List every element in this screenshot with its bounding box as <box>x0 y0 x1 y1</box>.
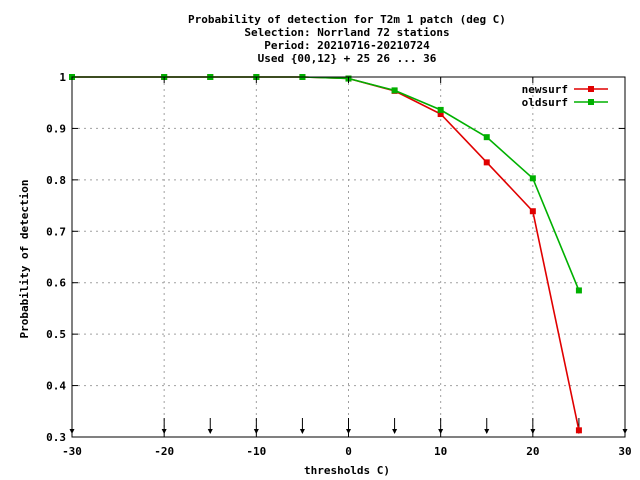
threshold-arrow <box>484 418 490 434</box>
threshold-arrow <box>299 418 305 434</box>
series-layer <box>69 74 582 434</box>
y-tick-label: 0.4 <box>46 380 66 393</box>
axis-ticks: 0.3 0.4 0.5 0.6 0.7 0.8 0.9 1 -30 -20 -10 0 10 20 30 <box>46 71 632 458</box>
x-tick-label: 10 <box>434 445 447 458</box>
legend-label: newsurf <box>522 83 568 96</box>
threshold-arrow <box>392 418 398 434</box>
data-point-oldsurf <box>575 287 582 294</box>
chart-title: Probability of detection for T2m 1 patch… <box>188 13 506 65</box>
data-point-oldsurf <box>437 106 444 113</box>
legend-swatch-marker <box>588 99 594 105</box>
data-point-oldsurf <box>483 134 490 141</box>
title-line-1: Probability of detection for T2m 1 patch… <box>188 13 506 26</box>
series-newsurf <box>69 74 582 434</box>
y-tick-label: 0.3 <box>46 431 66 444</box>
title-line-2: Selection: Norrland 72 stations <box>244 26 449 39</box>
x-axis-label: thresholds C) <box>304 464 390 477</box>
threshold-arrow <box>207 418 213 434</box>
y-tick-label: 0.5 <box>46 328 66 341</box>
y-tick-label: 0.7 <box>46 225 66 238</box>
y-tick-label: 0.8 <box>46 174 66 187</box>
title-line-4: Used {00,12} + 25 26 ... 36 <box>258 52 437 65</box>
y-tick-label: 0.9 <box>46 122 66 135</box>
grid <box>72 77 625 437</box>
data-point-newsurf <box>437 111 444 118</box>
data-point-newsurf <box>529 208 536 215</box>
series-oldsurf <box>69 74 582 294</box>
data-point-oldsurf <box>391 87 398 94</box>
y-tick-label: 1 <box>59 71 66 84</box>
y-tick-label: 0.6 <box>46 277 66 290</box>
y-axis-label: Probability of detection <box>18 180 31 339</box>
legend-entry-oldsurf: oldsurf <box>522 96 608 109</box>
data-point-oldsurf <box>529 175 536 182</box>
legend-entry-newsurf: newsurf <box>522 83 608 96</box>
legend-swatch-marker <box>588 86 594 92</box>
x-tick-label: 30 <box>618 445 631 458</box>
x-tick-label: -20 <box>154 445 174 458</box>
data-point-newsurf <box>483 159 490 166</box>
x-tick-label: 20 <box>526 445 539 458</box>
x-tick-label: 0 <box>345 445 352 458</box>
data-point-newsurf <box>575 427 582 434</box>
x-tick-label: -30 <box>62 445 82 458</box>
series-line-newsurf <box>72 76 580 431</box>
x-tick-label: -10 <box>246 445 266 458</box>
title-line-3: Period: 20210716-20210724 <box>264 39 430 52</box>
legend-label: oldsurf <box>522 96 568 109</box>
series-line-oldsurf <box>72 76 580 291</box>
